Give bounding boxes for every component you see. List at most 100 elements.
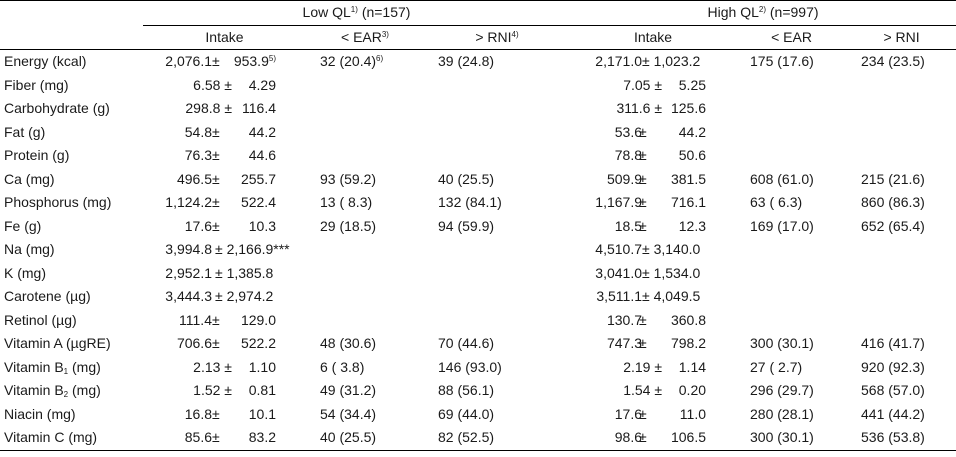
mean-value: 18.5 [614,217,643,234]
high-ear-cell: 608 (61.0) [750,170,814,187]
low-ear-cell [306,238,424,262]
low-rni-cell: 40 (25.5) [438,170,495,187]
low-ear-cell: 49 (31.2) [320,382,377,398]
high-ear-cell [736,238,847,262]
plus-minus: ± [212,53,220,69]
high-rni-cell [847,144,956,168]
mean-value: 4,510.7 [595,241,643,257]
low-intake-cell: 3,444.3 ± 2,974.2 [143,285,306,309]
mean-value: 2.19 ± [623,358,663,375]
low-ear-cell: 13 ( 8.3) [320,194,373,210]
sd-value: 381.5 [670,170,707,187]
nutrient-name: Ca (mg) [4,170,55,187]
nutrient-name: Carotene (µg) [4,288,91,304]
sd-value: 1.10 [248,358,276,375]
low-intake-cell: 16.8 ±10.1 [143,403,306,427]
high-rni-cell: 652 (65.4) [861,217,925,234]
mean-value: 7.05 ± [623,76,663,93]
high-ear-cell: 169 (17.0) [750,217,814,234]
low-intake-cell: 76.3 ±44.6 [143,144,306,168]
sd-value: 129.0 [240,311,276,328]
low-rni-cell [424,238,570,262]
high-rni-cell [847,121,956,145]
nutrient-name: Vitamin B2 (mg) [4,382,101,399]
sd-value: 44.2 [248,123,276,140]
high-rni-cell: 416 (41.7) [861,335,925,351]
header-empty-cell [0,25,143,50]
low-intake-cell: 17.6 ±10.3 [143,215,306,239]
mean-value: 54.8 [184,123,212,140]
table-row: Vitamin A (µgRE) 706.6 ±522.2 48 (30.6) 70 (… [0,332,956,356]
high-rni-cell: 441 (44.2) [861,405,925,422]
nutrient-name: Fat (g) [4,123,46,140]
low-intake-cell: 54.8 ±44.2 [143,121,306,145]
plus-minus: ± 3,140.0 [642,241,701,257]
sd-value: 106.5 [670,429,707,445]
mean-value: 3,994.8 [165,241,212,257]
high-ear-cell: 63 ( 6.3) [750,194,803,210]
table-row: Fe (g) 17.6 ±10.3 29 (18.5) 94 (59.9) 18.5 ±12… [0,215,956,239]
high-rni-cell: 536 (53.8) [847,426,956,451]
high-rni-cell [847,285,956,309]
low-ear-cell: 29 (18.5) [320,217,377,234]
low-intake-cell: 2,076.1 ±953.95) [143,50,306,74]
mean-value: 78.8 [614,147,643,163]
low-ear-cell: 40 (25.5) [306,426,424,451]
plus-minus: ± [639,429,647,445]
high-ear-cell [736,144,847,168]
sd-value: 116.4 [242,100,276,116]
low-rni-cell [424,74,570,98]
sd-value: 522.4 [240,194,276,210]
plus-minus: ± [639,123,647,140]
mean-value: 17.6 [184,217,212,234]
low-ear-cell [306,285,424,309]
low-rni-cell [424,309,570,333]
mean-value: 85.6 [184,429,212,445]
table-row: Retinol (µg) 111.4 ±129.0 130.7 ±360.8 [0,309,956,333]
low-ear-cell [306,97,424,121]
high-intake-cell: 311.6 ± 125.6 [570,97,736,121]
plus-minus: ± [212,335,220,351]
plus-minus: ± [639,335,647,351]
high-intake-cell: 747.3 ±798.2 [570,332,736,356]
high-ear-cell: 27 ( 2.7) [750,358,803,375]
low-ear-cell: 93 (59.2) [320,170,377,187]
mean-value: 311.6 ± [616,100,663,116]
mean-value: 2,076.1 [165,53,212,69]
nutrient-name: Energy (kcal) [4,53,87,69]
nutrient-name: Vitamin A (µgRE) [4,335,111,351]
mean-value: 16.8 [184,405,212,422]
low-rni-cell: 88 (56.1) [438,382,495,398]
low-rni-cell [424,262,570,286]
plus-minus: ± 1,534.0 [642,264,701,281]
plus-minus: ± [212,123,220,140]
mean-value: 3,041.0 [595,264,643,281]
mean-value: 496.5 [176,170,212,187]
low-ear-cell: 54 (34.4) [320,405,377,422]
mean-value: 76.3 [184,147,212,163]
mean-value: 6.58 ± [193,76,232,93]
plus-minus: ± 1,385.8 [215,264,274,281]
low-ear-cell [306,309,424,333]
high-ear-cell: 300 (30.1) [736,426,848,451]
sd-value: 4.29 [248,76,276,93]
high-ear-cell [736,309,847,333]
low-rni-cell: 69 (44.0) [438,405,495,422]
nutrient-name: Retinol (µg) [4,311,77,328]
nutrient-name: K (mg) [4,264,46,281]
sd-value: 12.3 [678,217,707,234]
plus-minus: ± [639,170,647,187]
sd-value: 953.95) [233,53,276,69]
high-intake-header: Intake [570,25,737,50]
sd-value: 0.81 [248,382,276,398]
nutrient-name: Fe (g) [4,217,42,234]
high-ear-cell [736,121,847,145]
low-ear-cell [306,121,424,145]
high-intake-cell: 3,041.0 ± 1,534.0 [570,262,736,286]
mean-value: 1,124.2 [165,194,212,210]
low-ear-header: < EAR3) [306,25,424,50]
table-row: Phosphorus (mg) 1,124.2 ±522.4 13 ( 8.3) 132… [0,191,956,215]
table-row: K (mg) 2,952.1 ± 1,385.8 3,041.0 ± 1,534.0 [0,262,956,286]
high-ear-cell [736,262,847,286]
